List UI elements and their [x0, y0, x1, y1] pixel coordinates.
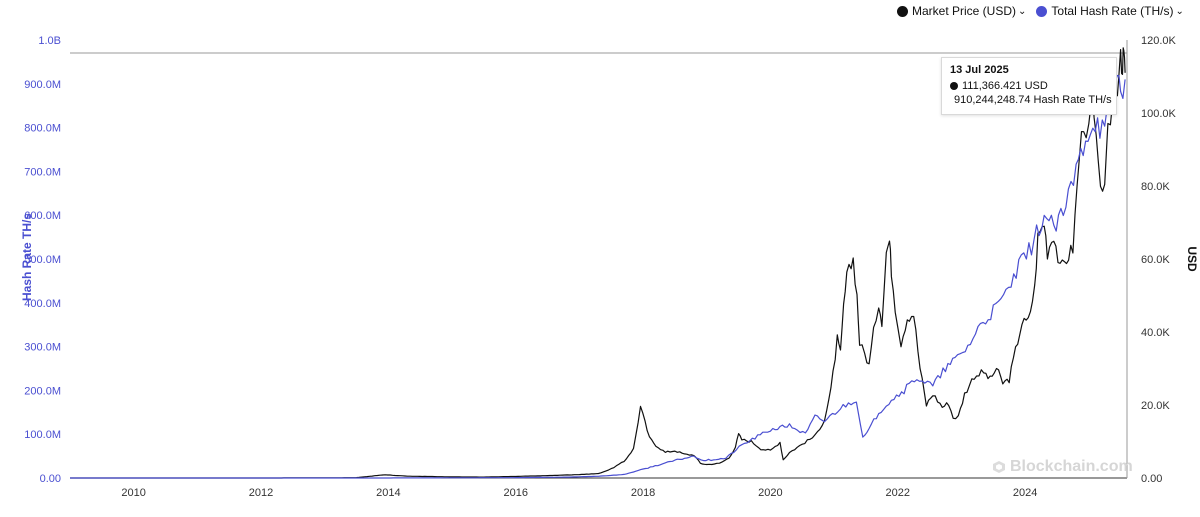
hash-rate-dot-icon: [1036, 5, 1048, 17]
tooltip: 13 Jul 2025 111,366.421 USD 910,244,248.…: [941, 57, 1117, 115]
chevron-down-icon[interactable]: ⌄: [1018, 5, 1027, 17]
left-tick-label: 300.0M: [24, 342, 61, 354]
tooltip-date: 13 Jul 2025: [950, 64, 1009, 76]
right-tick-label: 60.0K: [1141, 254, 1170, 266]
market-price-dot-icon: [897, 5, 908, 17]
tooltip-price: 111,366.421 USD: [962, 80, 1048, 92]
legend-label-hash-rate: Total Hash Rate (TH/s): [1051, 4, 1174, 18]
chevron-down-icon[interactable]: ⌄: [1175, 5, 1184, 17]
x-tick-label: 2012: [249, 487, 273, 499]
x-tick-label: 2016: [503, 487, 527, 499]
left-tick-label: 600.0M: [24, 210, 61, 222]
right-tick-label: 80.0K: [1141, 181, 1170, 193]
legend-label-market-price: Market Price (USD): [912, 4, 1017, 18]
right-tick-label: 120.0K: [1141, 35, 1177, 47]
left-tick-label: 900.0M: [24, 79, 61, 91]
hash-rate-line: [70, 74, 1126, 479]
x-tick-label: 2024: [1013, 487, 1037, 499]
left-tick-label: 700.0M: [24, 166, 61, 178]
tooltip-row-hash: 910,244,248.74 Hash Rate TH/s: [950, 94, 1112, 106]
x-tick-label: 2018: [631, 487, 655, 499]
legend-item-hash-rate[interactable]: Total Hash Rate (TH/s) ⌄: [1036, 4, 1184, 18]
left-tick-label: 400.0M: [24, 298, 61, 310]
right-tick-label: 100.0K: [1141, 108, 1177, 120]
left-tick-label: 800.0M: [24, 123, 61, 135]
left-tick-label: 100.0M: [24, 429, 61, 441]
left-tick-label: 500.0M: [24, 254, 61, 266]
x-tick-label: 2010: [121, 487, 145, 499]
legend: Market Price (USD) ⌄ Total Hash Rate (TH…: [897, 4, 1194, 18]
watermark: Blockchain.com: [992, 458, 1133, 476]
price-dot-icon: [950, 82, 958, 90]
left-tick-label: 200.0M: [24, 385, 61, 397]
left-tick-label: 1.0B: [38, 35, 61, 47]
tooltip-row-price: 111,366.421 USD: [950, 80, 1108, 92]
x-tick-label: 2014: [376, 487, 400, 499]
right-tick-label: 20.0K: [1141, 400, 1170, 412]
blockchain-logo-icon: [993, 461, 1005, 473]
right-tick-label: 40.0K: [1141, 327, 1170, 339]
x-tick-label: 2020: [758, 487, 782, 499]
right-axis-title: USD: [1185, 246, 1199, 272]
tooltip-hash: 910,244,248.74 Hash Rate TH/s: [954, 94, 1112, 106]
x-tick-label: 2022: [886, 487, 910, 499]
legend-item-market-price[interactable]: Market Price (USD) ⌄: [897, 4, 1026, 18]
left-axis-title: Hash Rate TH/s: [20, 212, 34, 302]
right-tick-label: 0.00: [1141, 473, 1162, 485]
watermark-text: Blockchain.com: [1010, 458, 1133, 475]
left-tick-label: 0.00: [40, 473, 61, 485]
